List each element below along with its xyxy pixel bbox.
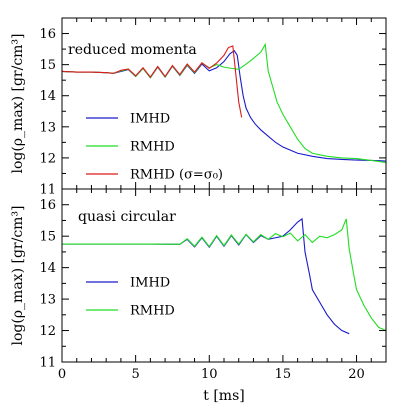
panel-reduced-momenta: 11 12 13 14 15 16 log(ρ_max) [gr/cm³] reduced m… — [10, 17, 387, 198]
x-tick-label: 10 — [201, 367, 218, 382]
x-axis-label: t [ms] — [203, 388, 244, 404]
y-axis-label: log(ρ_max) [gr/cm³] — [10, 33, 26, 173]
x-tick-label: 20 — [348, 367, 365, 382]
y-tick-label: 13 — [39, 120, 56, 135]
y-tick-label: 15 — [39, 230, 56, 245]
y-tick-label: 11 — [39, 183, 56, 198]
y-tick-label: 13 — [39, 293, 56, 308]
y-tick-label: 16 — [39, 27, 56, 42]
legend-label: RMHD (σ=σ₀) — [130, 168, 223, 183]
series-line-rmhd — [62, 45, 243, 118]
y-tick-label: 16 — [39, 198, 56, 213]
x-tick-label: 0 — [58, 367, 66, 382]
series-line-rmhd — [62, 218, 386, 332]
x-tick-label: 15 — [275, 367, 292, 382]
y-tick-label: 14 — [39, 89, 56, 104]
legend-label: RMHD — [130, 140, 175, 155]
y-tick-label: 11 — [39, 356, 56, 371]
y-tick-label: 12 — [39, 151, 56, 166]
panel-title: quasi circular — [78, 209, 176, 225]
y-tick-label: 15 — [39, 58, 56, 73]
y-axis-label: log(ρ_max) [gr/cm³] — [10, 205, 26, 345]
legend-label: IMHD — [130, 112, 170, 127]
x-tick-label: 5 — [131, 367, 139, 382]
legend-label: RMHD — [130, 304, 175, 319]
y-tick-label: 12 — [39, 324, 56, 339]
panel-title: reduced momenta — [68, 42, 197, 58]
legend: IMHD RMHD RMHD (σ=σ₀) — [86, 112, 223, 183]
panel-quasi-circular: 11 12 13 14 15 16 0 5 10 15 20 t [ms] log(ρ_max) [gr… — [10, 188, 387, 404]
legend: IMHD RMHD — [86, 276, 175, 319]
y-tick-label: 14 — [39, 261, 56, 276]
legend-label: IMHD — [130, 276, 170, 291]
